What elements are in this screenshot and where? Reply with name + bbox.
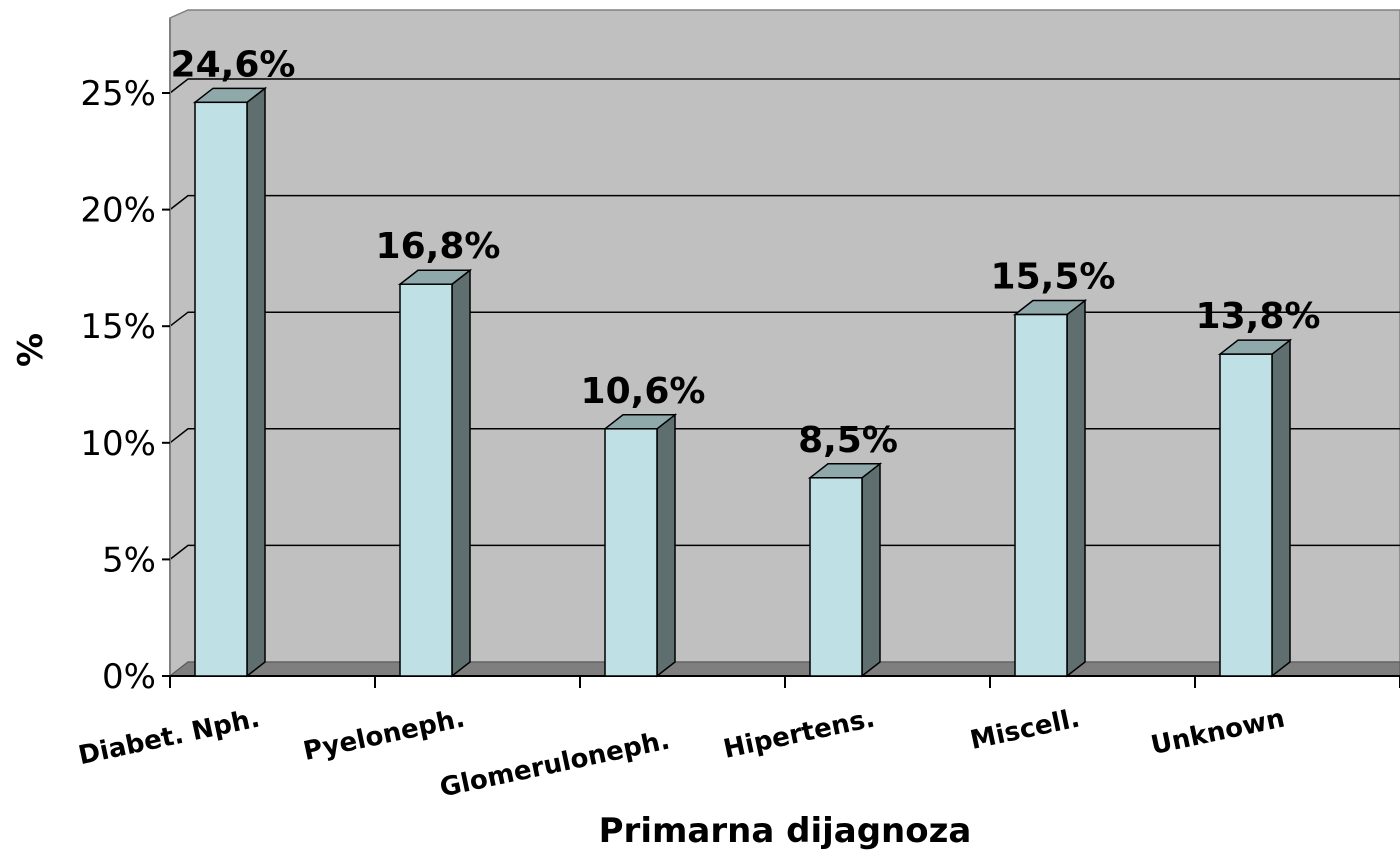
bars bbox=[192, 86, 1293, 678]
bar-side bbox=[451, 268, 471, 678]
bar-5 bbox=[1217, 338, 1293, 678]
bar-side bbox=[1066, 299, 1086, 678]
bar-side bbox=[1271, 338, 1291, 678]
plot-back-wall bbox=[169, 9, 1400, 678]
gridline bbox=[169, 428, 1400, 444]
category-label: Hipertens. bbox=[721, 704, 878, 765]
data-label: 15,5% bbox=[991, 257, 1116, 298]
y-tick-label: 15% bbox=[80, 307, 156, 347]
y-tick-label: 10% bbox=[80, 424, 156, 464]
bar-front bbox=[604, 428, 658, 677]
gridline bbox=[169, 194, 1400, 211]
category-label: Diabet. Nph. bbox=[76, 704, 263, 772]
y-tick-label: 0% bbox=[102, 657, 156, 697]
data-label: 24,6% bbox=[171, 44, 296, 85]
category-labels: Diabet. Nph. Pyeloneph.Glomeruloneph. Hipe… bbox=[76, 704, 1288, 804]
bar-front bbox=[194, 101, 248, 677]
bar-1 bbox=[397, 268, 473, 678]
data-labels: 24,6% 16,8% 10,6% 8,5% 15,5% 13,8% bbox=[171, 44, 1321, 460]
bar-front bbox=[809, 477, 863, 677]
bar-0 bbox=[192, 86, 268, 678]
bar-front bbox=[1014, 313, 1068, 677]
gridline bbox=[169, 78, 1400, 94]
plot-floor bbox=[168, 661, 1400, 677]
bar-side bbox=[656, 413, 676, 678]
y-tick-labels: 0% 5% 10% 15% 20% 25% bbox=[80, 74, 156, 697]
axes bbox=[162, 18, 1400, 688]
bar-2 bbox=[602, 413, 678, 678]
bar-side bbox=[861, 462, 881, 678]
bar-front bbox=[399, 283, 453, 677]
x-axis-title: Primarna dijagnoza bbox=[599, 811, 972, 851]
y-tick-label: 25% bbox=[80, 74, 156, 114]
category-label: Miscell. bbox=[968, 704, 1083, 756]
data-label: 13,8% bbox=[1196, 296, 1321, 337]
floor bbox=[168, 661, 1400, 677]
category-label: Glomeruloneph. bbox=[437, 726, 672, 804]
bar-front bbox=[1219, 353, 1273, 677]
gridline bbox=[169, 544, 1400, 560]
back-wall bbox=[169, 9, 1400, 678]
gridline bbox=[169, 311, 1400, 327]
bar-4 bbox=[1012, 299, 1088, 678]
y-axis-title: % bbox=[11, 333, 51, 367]
gridlines bbox=[169, 78, 1400, 560]
data-label: 16,8% bbox=[376, 226, 501, 267]
data-label: 10,6% bbox=[581, 371, 706, 412]
y-tick-label: 20% bbox=[80, 191, 156, 231]
bar-side bbox=[246, 86, 266, 678]
bar-3 bbox=[807, 462, 883, 678]
category-label: Unknown bbox=[1148, 704, 1287, 762]
y-tick-label: 5% bbox=[102, 540, 156, 580]
category-label: Pyeloneph. bbox=[301, 704, 468, 767]
data-label: 8,5% bbox=[798, 420, 898, 461]
